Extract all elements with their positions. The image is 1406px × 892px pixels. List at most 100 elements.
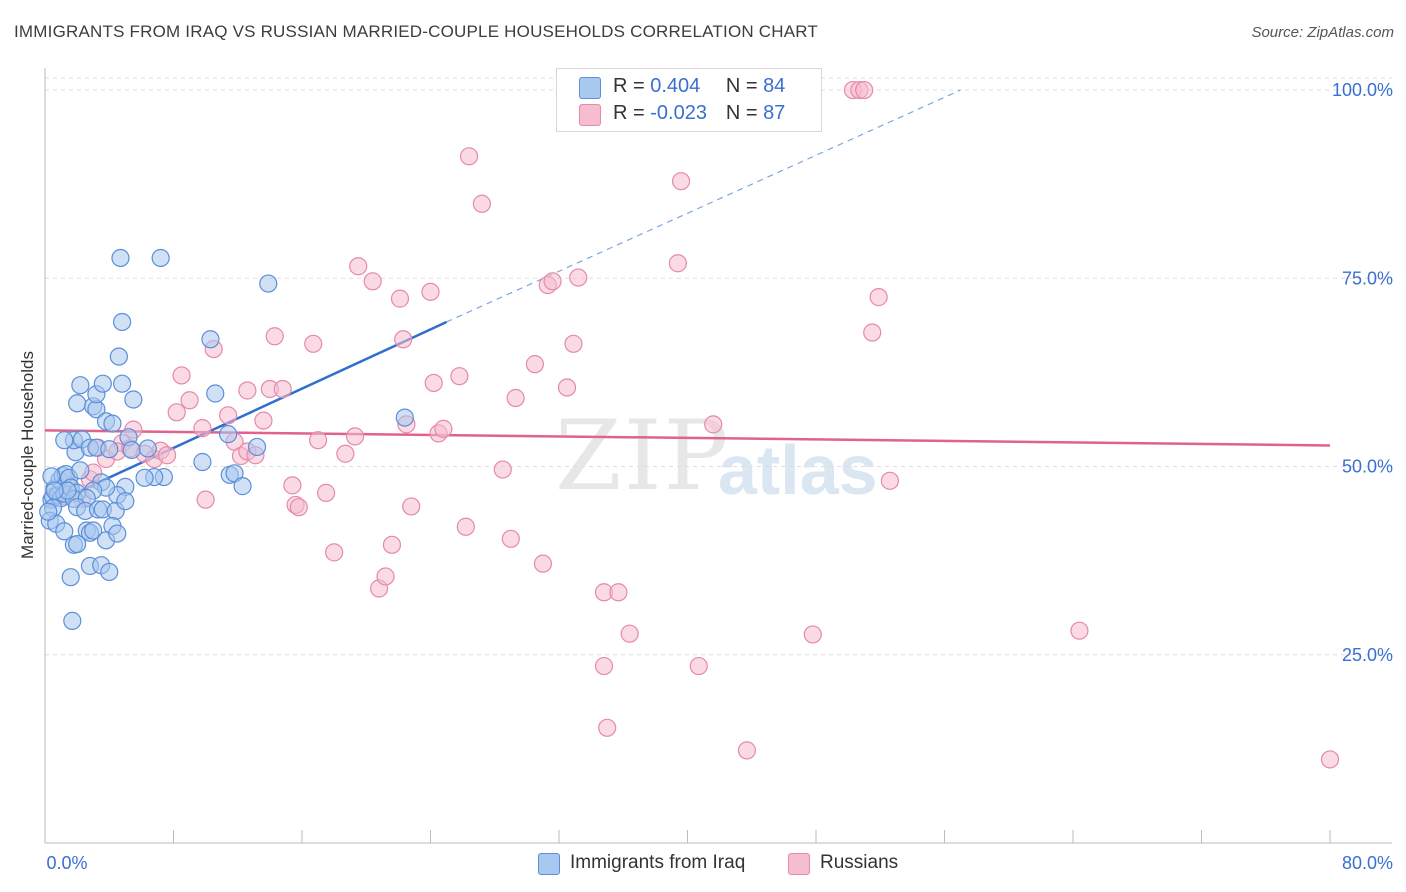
point-russians bbox=[459, 147, 479, 166]
point-russians bbox=[172, 366, 191, 385]
point-russians bbox=[325, 543, 344, 562]
point-iraq bbox=[103, 414, 122, 433]
correlation-legend: R = 0.404 N = 84 R = -0.023 N = 87 bbox=[556, 68, 822, 132]
point-russians bbox=[382, 535, 402, 554]
trend-line-iraq-extension bbox=[446, 89, 961, 323]
point-iraq bbox=[61, 568, 80, 587]
point-russians bbox=[180, 391, 199, 410]
point-iraq bbox=[259, 274, 278, 293]
point-russians bbox=[167, 403, 186, 422]
bottom-legend-label-iraq: Immigrants from Iraq bbox=[570, 852, 746, 873]
point-russians bbox=[394, 330, 413, 349]
point-russians bbox=[569, 268, 588, 287]
point-iraq bbox=[395, 408, 414, 427]
point-russians bbox=[345, 427, 365, 446]
point-russians bbox=[1320, 750, 1340, 769]
tick-labels: 25.0% 50.0% 75.0% 100.0% 0.0% 80.0% bbox=[46, 80, 1393, 873]
point-iraq bbox=[219, 425, 238, 444]
point-russians bbox=[594, 656, 614, 676]
point-russians bbox=[525, 355, 545, 374]
chart-title: IMMIGRANTS FROM IRAQ VS RUSSIAN MARRIED-… bbox=[14, 22, 819, 41]
trend-line-iraq bbox=[44, 320, 448, 509]
point-russians bbox=[402, 497, 421, 516]
point-iraq bbox=[124, 390, 143, 409]
point-russians bbox=[376, 567, 395, 586]
point-russians bbox=[557, 378, 577, 397]
point-russians bbox=[493, 460, 512, 479]
source-credit: Source: ZipAtlas.com bbox=[1251, 24, 1394, 41]
point-russians bbox=[336, 444, 355, 463]
point-russians bbox=[472, 194, 491, 213]
point-russians bbox=[689, 656, 708, 676]
point-iraq bbox=[111, 248, 130, 268]
watermark-zip: ZIP bbox=[555, 400, 731, 512]
legend-r-label: R = bbox=[613, 75, 645, 97]
data-points bbox=[39, 80, 1340, 769]
point-russians bbox=[869, 288, 888, 307]
point-russians bbox=[434, 419, 453, 438]
point-russians bbox=[238, 381, 257, 400]
point-russians bbox=[421, 282, 440, 301]
point-russians bbox=[289, 498, 308, 517]
point-iraq bbox=[45, 481, 64, 500]
point-russians bbox=[450, 367, 469, 386]
y-tick-label: 75.0% bbox=[1342, 268, 1393, 288]
legend-text-iraq: R = 0.404 N = 84 bbox=[613, 75, 785, 98]
point-russians bbox=[196, 490, 215, 509]
gridlines bbox=[45, 77, 1392, 656]
point-iraq bbox=[100, 562, 119, 582]
point-iraq bbox=[233, 477, 252, 496]
legend-n-label: N = bbox=[725, 102, 758, 124]
x-tick-label-max: 80.0% bbox=[1342, 853, 1393, 873]
point-russians bbox=[304, 334, 323, 353]
point-russians bbox=[543, 272, 562, 291]
point-russians bbox=[273, 379, 292, 399]
bottom-legend-swatch-russians bbox=[788, 853, 810, 875]
point-iraq bbox=[112, 312, 132, 332]
legend-text-russians: R = -0.023 N = 87 bbox=[613, 102, 785, 125]
point-russians bbox=[219, 406, 238, 425]
y-tick-label: 25.0% bbox=[1342, 645, 1393, 665]
point-russians bbox=[855, 80, 874, 100]
point-iraq bbox=[116, 492, 135, 511]
point-russians bbox=[803, 625, 822, 644]
bottom-legend-russians: Russians bbox=[788, 852, 928, 876]
point-iraq bbox=[122, 440, 141, 460]
legend-r-label: R = bbox=[613, 102, 645, 124]
legend-swatch-russians bbox=[579, 104, 601, 126]
axes bbox=[44, 68, 1392, 844]
point-iraq bbox=[63, 611, 82, 630]
point-russians bbox=[598, 718, 617, 737]
y-tick-label: 50.0% bbox=[1342, 457, 1393, 477]
point-russians bbox=[564, 334, 583, 353]
legend-r-russians: -0.023 bbox=[650, 102, 707, 124]
point-russians bbox=[668, 254, 687, 273]
point-iraq bbox=[206, 384, 225, 403]
point-russians bbox=[193, 419, 212, 438]
x-tick-label-min: 0.0% bbox=[46, 853, 87, 873]
point-iraq bbox=[108, 524, 127, 543]
bottom-legend-label-russians: Russians bbox=[820, 852, 899, 873]
point-iraq bbox=[201, 330, 220, 349]
point-iraq bbox=[68, 534, 87, 554]
point-iraq bbox=[193, 452, 212, 472]
point-iraq bbox=[55, 522, 74, 541]
point-russians bbox=[880, 471, 899, 490]
trend-line-russians bbox=[44, 429, 1331, 447]
legend-n-iraq: 84 bbox=[763, 75, 786, 97]
point-iraq bbox=[71, 376, 90, 395]
point-russians bbox=[456, 517, 475, 536]
y-axis-label: Married-couple Households bbox=[18, 351, 37, 559]
point-russians bbox=[157, 446, 177, 465]
bottom-legend-iraq: Immigrants from Iraq bbox=[538, 852, 778, 876]
point-iraq bbox=[151, 248, 170, 268]
point-russians bbox=[349, 257, 368, 276]
point-russians bbox=[620, 624, 639, 643]
point-iraq bbox=[39, 502, 58, 521]
legend-r-iraq: 0.404 bbox=[650, 75, 701, 97]
point-iraq bbox=[138, 439, 157, 458]
point-russians bbox=[424, 373, 443, 393]
point-russians bbox=[1070, 621, 1089, 640]
point-iraq bbox=[68, 394, 87, 413]
